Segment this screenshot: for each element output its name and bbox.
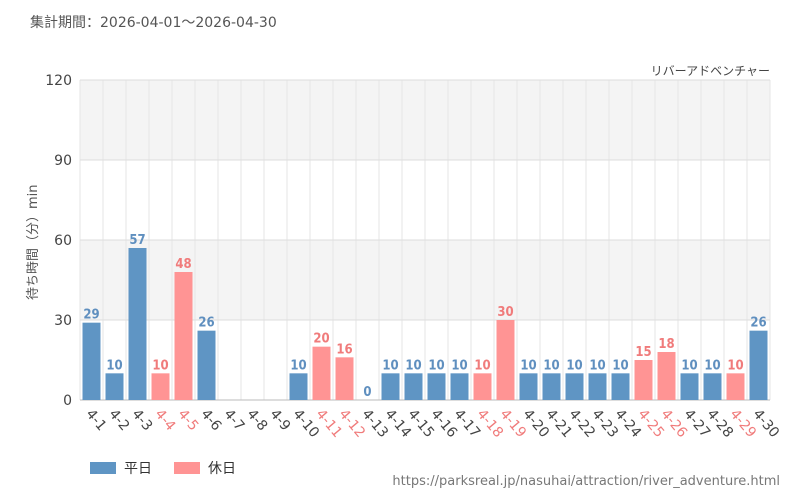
bar-4-17 — [450, 373, 469, 400]
data-label-4-11: 20 — [313, 332, 329, 347]
data-label-4-17: 10 — [451, 358, 467, 373]
bar-4-11 — [312, 346, 331, 400]
x-tick-label-4-7: 4-7 — [220, 406, 247, 434]
bar-4-28 — [703, 373, 722, 400]
legend: 平日 休日 — [90, 458, 236, 478]
bar-4-5 — [174, 272, 193, 400]
data-label-4-4: 10 — [152, 358, 168, 373]
data-label-4-10: 10 — [290, 358, 306, 373]
data-label-4-30: 26 — [750, 316, 766, 331]
bar-4-12 — [335, 357, 354, 400]
data-label-4-21: 10 — [543, 358, 559, 373]
bar-4-4 — [151, 373, 170, 400]
data-label-4-27: 10 — [681, 358, 697, 373]
bar-4-10 — [289, 373, 308, 400]
legend-label-holiday: 休日 — [208, 461, 236, 477]
data-label-4-23: 10 — [589, 358, 605, 373]
attraction-name: リバーアドベンチャー — [650, 64, 770, 78]
legend-label-weekday: 平日 — [124, 461, 152, 477]
data-label-4-15: 10 — [405, 358, 421, 373]
bar-4-26 — [657, 352, 676, 400]
data-label-4-25: 15 — [635, 345, 651, 360]
data-label-4-16: 10 — [428, 358, 444, 373]
data-label-4-29: 10 — [727, 358, 743, 373]
data-label-4-22: 10 — [566, 358, 582, 373]
y-tick-label: 30 — [54, 313, 72, 329]
bar-4-19 — [496, 320, 515, 400]
x-tick-label-4-8: 4-8 — [243, 406, 270, 434]
bar-4-22 — [565, 373, 584, 400]
x-tick-label-4-4: 4-4 — [151, 406, 178, 434]
data-label-4-6: 26 — [198, 316, 214, 331]
bar-4-2 — [105, 373, 124, 400]
data-label-4-12: 16 — [336, 342, 352, 357]
bar-4-24 — [611, 373, 630, 400]
bar-4-29 — [726, 373, 745, 400]
data-label-4-19: 30 — [497, 305, 513, 320]
x-tick-label-4-3: 4-3 — [128, 406, 155, 434]
data-label-4-5: 48 — [175, 257, 191, 272]
bar-4-15 — [404, 373, 423, 400]
bar-4-16 — [427, 373, 446, 400]
y-tick-label: 0 — [63, 393, 72, 409]
x-tick-label-4-6: 4-6 — [197, 406, 224, 434]
bar-4-21 — [542, 373, 561, 400]
legend-item-weekday: 平日 — [90, 458, 152, 478]
data-label-4-20: 10 — [520, 358, 536, 373]
legend-swatch-holiday — [174, 462, 200, 474]
bar-4-1 — [82, 322, 101, 400]
source-url[interactable]: https://parksreal.jp/nasuhai/attraction/… — [392, 474, 780, 489]
x-tick-label-4-2: 4-2 — [105, 406, 132, 434]
data-label-4-26: 18 — [658, 337, 674, 352]
bar-4-25 — [634, 360, 653, 400]
data-label-4-18: 10 — [474, 358, 490, 373]
y-tick-label: 120 — [45, 73, 72, 89]
period-label: 集計期間：2026-04-01～2026-04-30 — [30, 15, 277, 31]
y-tick-label: 60 — [54, 233, 72, 249]
bar-4-14 — [381, 373, 400, 400]
x-tick-label-4-5: 4-5 — [174, 406, 201, 434]
bar-4-23 — [588, 373, 607, 400]
bar-4-6 — [197, 330, 216, 400]
data-label-4-1: 29 — [83, 308, 99, 323]
data-label-4-13: 0 — [363, 385, 371, 400]
legend-item-holiday: 休日 — [174, 458, 236, 478]
data-label-4-2: 10 — [106, 358, 122, 373]
legend-swatch-weekday — [90, 462, 116, 474]
bar-4-18 — [473, 373, 492, 400]
data-label-4-28: 10 — [704, 358, 720, 373]
x-tick-label-4-9: 4-9 — [266, 406, 293, 434]
data-label-4-24: 10 — [612, 358, 628, 373]
x-tick-label-4-1: 4-1 — [82, 406, 109, 434]
bar-4-20 — [519, 373, 538, 400]
bar-4-30 — [749, 330, 768, 400]
bar-4-27 — [680, 373, 699, 400]
bar-4-3 — [128, 248, 147, 400]
y-tick-label: 90 — [54, 153, 72, 169]
data-label-4-14: 10 — [382, 358, 398, 373]
data-label-4-3: 57 — [129, 233, 145, 248]
